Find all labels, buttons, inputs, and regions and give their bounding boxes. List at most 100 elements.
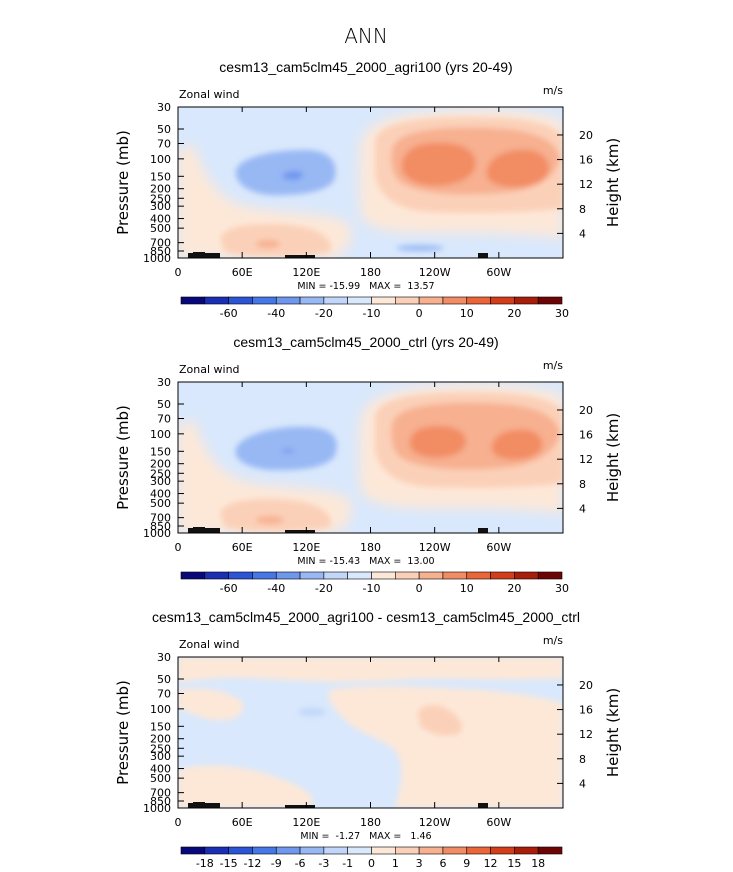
colorbar-swatch: [347, 846, 372, 855]
contour-positive-15-20: [401, 142, 476, 186]
contour-negative-15: [282, 449, 294, 453]
y2-tick-label: 4: [579, 777, 586, 790]
colorbar-swatch: [490, 846, 515, 855]
colorbar-swatch: [466, 296, 491, 305]
colorbar-label: 18: [531, 857, 545, 870]
variable-label: Zonal wind: [179, 638, 240, 651]
y-tick-label: 500: [150, 772, 171, 785]
colorbar-swatch: [228, 296, 253, 305]
colorbar-label: -10: [363, 582, 381, 595]
colorbar-swatch: [323, 846, 348, 855]
colorbar-swatch: [275, 296, 301, 305]
colorbar-swatch: [442, 296, 468, 305]
colorbar-swatch: [347, 296, 372, 305]
x-tick-label: 0: [175, 266, 182, 279]
colorbar-swatch: [252, 296, 277, 305]
colorbar-label: 30: [555, 307, 569, 320]
colorbar-swatch: [323, 571, 348, 580]
contour-field: [178, 657, 563, 808]
y-axis-label: Pressure (mb): [114, 130, 132, 235]
colorbar-label: 12: [484, 857, 498, 870]
y2-axis-label: Height (km): [604, 413, 622, 502]
colorbar-swatch: [275, 571, 301, 580]
colorbar-label: 3: [416, 857, 423, 870]
colorbar-swatch: [371, 296, 396, 305]
y2-tick-label: 16: [579, 429, 593, 442]
colorbar-swatch: [323, 296, 348, 305]
x-tick-label: 180: [360, 541, 381, 554]
colorbar-swatch: [395, 846, 420, 855]
x-tick-label: 120W: [419, 816, 451, 829]
colorbar-swatch: [514, 571, 539, 580]
contour-negative-15: [282, 171, 304, 180]
minmax-stats: MIN = -15.99 MAX = 13.57: [297, 281, 434, 292]
panel-title: cesm13_cam5clm45_2000_ctrl (yrs 20-49): [233, 334, 498, 350]
colorbar-swatch: [180, 571, 206, 580]
topography: [478, 528, 488, 533]
y-tick-label: 850: [150, 520, 171, 533]
colorbar-swatch: [299, 846, 325, 855]
y2-tick-label: 12: [579, 453, 593, 466]
y-tick-label: 100: [150, 153, 171, 166]
colorbar-swatch: [252, 571, 277, 580]
y-tick-label: 150: [150, 720, 171, 733]
colorbar-swatch: [299, 571, 325, 580]
colorbar-swatch: [371, 846, 396, 855]
colorbar-swatch: [299, 296, 325, 305]
colorbar-label: 30: [555, 582, 569, 595]
x-tick-label: 120E: [292, 816, 320, 829]
y-tick-label: 200: [150, 733, 171, 746]
x-tick-label: 60E: [232, 541, 253, 554]
colorbar-swatch: [514, 846, 539, 855]
colorbar-label: -10: [363, 307, 381, 320]
y2-axis-label: Height (km): [604, 138, 622, 227]
colorbar-swatch: [180, 296, 206, 305]
colorbar-swatch: [418, 846, 444, 855]
y2-tick-label: 8: [579, 753, 586, 766]
contour-positive-15-20-east: [486, 149, 550, 188]
panel-title: cesm13_cam5clm45_2000_agri100 - cesm13_c…: [152, 609, 580, 625]
y-tick-label: 300: [150, 750, 171, 763]
y-tick-label: 400: [150, 213, 171, 226]
colorbar-swatch: [490, 296, 515, 305]
contour-negative-5-10: [235, 426, 337, 471]
colorbar-label: 20: [507, 307, 521, 320]
y-tick-label: 850: [150, 795, 171, 808]
colorbar-swatch: [275, 846, 301, 855]
colorbar-label: -40: [267, 582, 285, 595]
y2-tick-label: 4: [579, 227, 586, 240]
y-tick-label: 1000: [143, 252, 171, 265]
y-tick-label: 500: [150, 497, 171, 510]
contour-positive-5-10-low: [220, 499, 331, 532]
colorbar-label: 6: [439, 857, 446, 870]
units-label: m/s: [543, 84, 563, 97]
contour-negative-1: [298, 708, 326, 716]
x-tick-label: 60W: [486, 266, 511, 279]
y-tick-label: 850: [150, 245, 171, 258]
contour-positive-0-1-low: [178, 765, 313, 808]
colorbar-swatch: [180, 846, 206, 855]
x-tick-label: 120W: [419, 266, 451, 279]
y-tick-label: 200: [150, 183, 171, 196]
y-tick-label: 500: [150, 222, 171, 235]
y-tick-label: 1000: [143, 527, 171, 540]
y-tick-label: 250: [150, 467, 171, 480]
colorbar-label: 15: [507, 857, 521, 870]
x-tick-label: 180: [360, 266, 381, 279]
y-tick-label: 400: [150, 763, 171, 776]
x-tick-label: 60E: [232, 816, 253, 829]
colorbar-swatch: [442, 846, 468, 855]
y2-tick-label: 12: [579, 178, 593, 191]
colorbar-label: 0: [416, 307, 423, 320]
contour-negative-5-10: [235, 150, 336, 196]
x-tick-label: 0: [175, 541, 182, 554]
colorbar-label: -9: [271, 857, 282, 870]
colorbar-swatch: [442, 571, 468, 580]
y2-tick-label: 20: [579, 129, 593, 142]
y-tick-label: 700: [150, 787, 171, 800]
y-tick-label: 150: [150, 170, 171, 183]
colorbar-label: 0: [416, 582, 423, 595]
x-tick-label: 60W: [486, 541, 511, 554]
